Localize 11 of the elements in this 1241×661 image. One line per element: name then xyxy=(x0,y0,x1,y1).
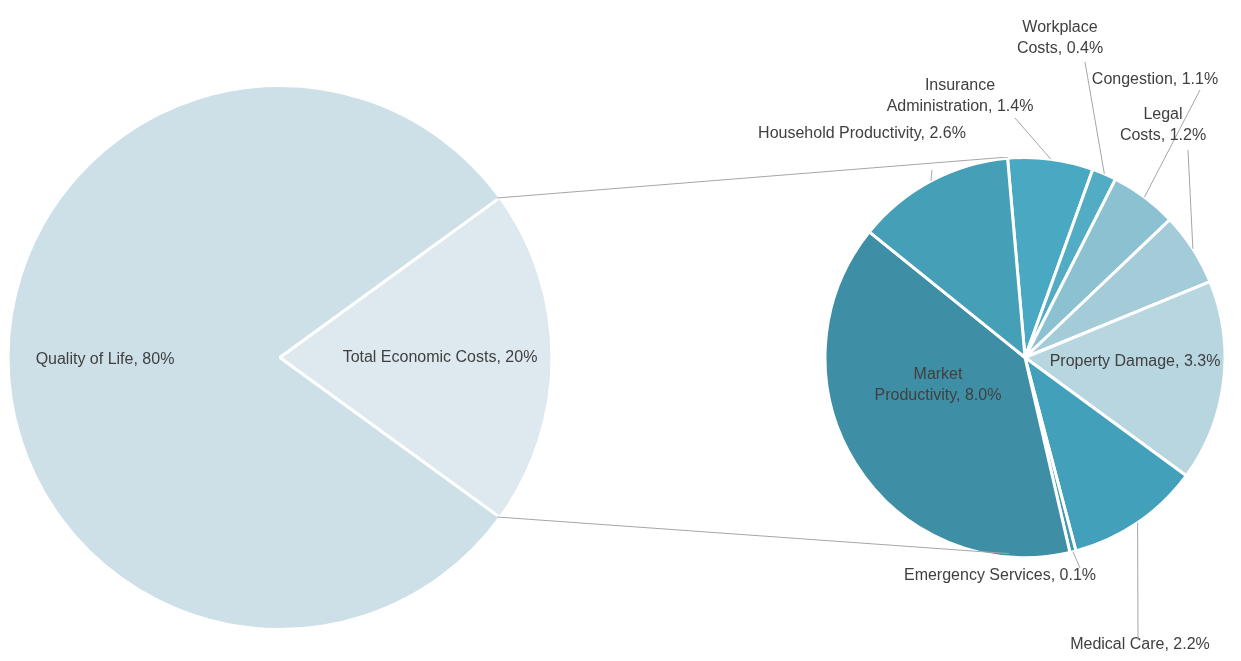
slice-label: Quality of Life, 80% xyxy=(35,350,175,368)
slice-label: Legal Costs, 1.2% xyxy=(1119,105,1207,144)
slice-label: Medical Care, 2.2% xyxy=(1070,635,1210,653)
slice-label: Market Productivity, 8.0% xyxy=(874,365,1002,404)
slice-label: Workplace Costs, 0.4% xyxy=(1016,18,1104,57)
slice-label: Total Economic Costs, 20% xyxy=(342,348,538,366)
slice-label: Insurance Administration, 1.4% xyxy=(886,76,1034,115)
slice-label: Emergency Services, 0.1% xyxy=(903,566,1097,584)
slice-label: Congestion, 1.1% xyxy=(1091,70,1219,88)
slice-label: Household Productivity, 2.6% xyxy=(758,124,966,142)
slice-label: Property Damage, 3.3% xyxy=(1049,352,1221,370)
